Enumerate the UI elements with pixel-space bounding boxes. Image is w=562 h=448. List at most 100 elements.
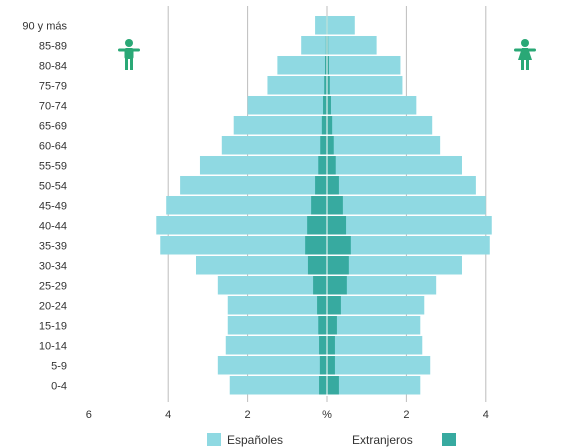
female-icon: [514, 39, 536, 70]
bar-espanoles-female: [327, 56, 401, 75]
bar-extranjeros-male: [319, 336, 327, 355]
age-label: 5-9: [51, 360, 67, 372]
bar-extranjeros-male: [325, 36, 327, 55]
bar-espanoles-male: [227, 296, 327, 315]
bar-espanoles-female: [327, 316, 421, 335]
age-label: 85-89: [39, 40, 67, 52]
age-label: 55-59: [39, 160, 67, 172]
bar-espanoles-female: [327, 356, 431, 375]
bar-espanoles-female: [327, 236, 490, 255]
bar-espanoles-female: [327, 216, 492, 235]
bar-extranjeros-male: [318, 156, 327, 175]
bar-espanoles-female: [327, 276, 437, 295]
age-label: 45-49: [39, 200, 67, 212]
bar-espanoles-male: [166, 196, 327, 215]
age-label: 0-4: [51, 380, 67, 392]
bar-espanoles-male: [199, 156, 327, 175]
age-label: 10-14: [39, 340, 67, 352]
bar-espanoles-female: [327, 116, 433, 135]
bar-extranjeros-male: [324, 76, 327, 95]
bar-espanoles-female: [327, 256, 462, 275]
bar-extranjeros-female: [327, 296, 341, 315]
legend-label-extranjeros: Extranjeros: [352, 433, 413, 447]
x-tick-label: 4: [483, 409, 489, 421]
bar-extranjeros-female: [327, 216, 347, 235]
bar-espanoles-female: [327, 196, 486, 215]
legend-swatch-extranjeros: [442, 433, 456, 446]
bar-espanoles-male: [267, 76, 327, 95]
bar-extranjeros-female: [327, 36, 329, 55]
legend-swatch-espanoles: [207, 433, 221, 446]
bar-extranjeros-female: [327, 356, 335, 375]
bar-extranjeros-male: [319, 356, 327, 375]
bar-espanoles-female: [327, 156, 462, 175]
bar-espanoles-male: [160, 236, 327, 255]
bar-espanoles-male: [227, 316, 327, 335]
bar-extranjeros-female: [327, 136, 334, 155]
age-label: 40-44: [39, 220, 67, 232]
age-label: 80-84: [39, 60, 67, 72]
bar-espanoles-male: [195, 256, 327, 275]
bar-espanoles-female: [327, 376, 421, 395]
bar-espanoles-male: [217, 356, 327, 375]
x-tick-label: 2: [245, 409, 251, 421]
bar-espanoles-female: [327, 76, 403, 95]
bar-extranjeros-male: [311, 196, 327, 215]
age-label: 75-79: [39, 80, 67, 92]
legend: Españoles Extranjeros: [207, 433, 456, 447]
bar-espanoles-male: [217, 276, 327, 295]
age-label: 70-74: [39, 100, 67, 112]
bar-extranjeros-male: [320, 136, 327, 155]
bar-extranjeros-female: [327, 176, 339, 195]
bar-extranjeros-male: [317, 296, 327, 315]
bar-extranjeros-female: [327, 256, 349, 275]
bar-espanoles-male: [225, 336, 327, 355]
bar-extranjeros-female: [327, 196, 343, 215]
bar-espanoles-female: [327, 16, 355, 35]
bar-extranjeros-female: [327, 76, 330, 95]
bar-extranjeros-male: [315, 176, 327, 195]
bar-espanoles-female: [327, 296, 425, 315]
age-label: 20-24: [39, 300, 67, 312]
x-tick-label: 2: [403, 409, 409, 421]
bar-espanoles-male: [277, 56, 327, 75]
bar-extranjeros-male: [321, 116, 327, 135]
male-icon: [118, 39, 140, 70]
bar-espanoles-male: [301, 36, 327, 55]
bar-extranjeros-male: [323, 96, 327, 115]
bar-espanoles-male: [247, 96, 327, 115]
age-label: 30-34: [39, 260, 67, 272]
bar-espanoles-male: [315, 16, 327, 35]
bars: [156, 16, 492, 396]
bar-espanoles-female: [327, 96, 417, 115]
bar-espanoles-female: [327, 176, 476, 195]
bar-extranjeros-male: [305, 236, 327, 255]
bar-extranjeros-female: [327, 156, 336, 175]
age-label: 35-39: [39, 240, 67, 252]
x-tick-label: %: [322, 409, 332, 421]
bar-extranjeros-male: [325, 56, 327, 75]
bar-espanoles-female: [327, 36, 377, 55]
bar-espanoles-male: [233, 116, 327, 135]
age-label: 60-64: [39, 140, 67, 152]
bar-extranjeros-male: [307, 216, 327, 235]
legend-label-espanoles: Españoles: [227, 433, 283, 447]
age-label: 15-19: [39, 320, 67, 332]
age-label: 65-69: [39, 120, 67, 132]
bar-extranjeros-female: [327, 336, 335, 355]
bar-extranjeros-male: [307, 256, 327, 275]
bar-espanoles-male: [156, 216, 327, 235]
x-tick-label: 4: [165, 409, 171, 421]
bar-espanoles-female: [327, 336, 423, 355]
age-labels: 90 y más 85-89 80-84 75-79 70-74 65-69 60-64 55…: [22, 20, 67, 392]
bar-espanoles-male: [180, 176, 327, 195]
age-label: 50-54: [39, 180, 67, 192]
bar-extranjeros-male: [319, 376, 327, 395]
bar-espanoles-female: [327, 136, 441, 155]
bar-espanoles-male: [229, 376, 327, 395]
bar-extranjeros-female: [327, 276, 347, 295]
bar-extranjeros-female: [327, 56, 329, 75]
bar-extranjeros-female: [327, 96, 331, 115]
x-tick-label: 6: [86, 409, 92, 421]
